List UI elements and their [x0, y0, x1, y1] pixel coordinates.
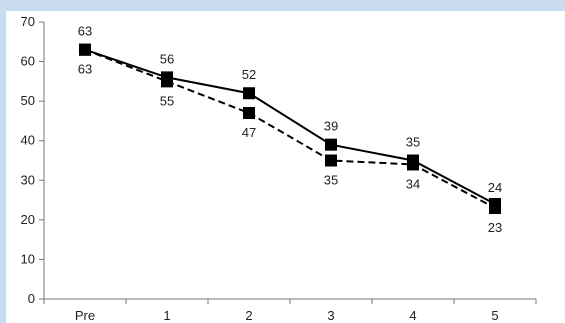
y-tick-label: 20	[21, 212, 35, 227]
series-2-marker	[161, 75, 173, 88]
series-1-data-label: 63	[78, 24, 92, 39]
y-tick-label: 60	[21, 54, 35, 69]
series-1-marker	[243, 87, 255, 100]
series-1-data-label: 56	[160, 51, 174, 66]
series-2-data-label: 63	[78, 62, 92, 77]
y-tick-label: 10	[21, 251, 35, 266]
series-layer	[79, 43, 501, 214]
x-tick-label: 3	[327, 308, 334, 323]
y-tick-label: 0	[28, 291, 35, 306]
x-tick-label: 1	[163, 308, 170, 323]
series-1-data-label: 52	[242, 67, 256, 82]
series-2-data-label: 35	[324, 173, 338, 188]
series-1-data-label: 35	[406, 135, 420, 150]
x-tick-label: Pre	[75, 308, 95, 323]
series-2-data-label: 55	[160, 93, 174, 108]
y-tick-label: 50	[21, 93, 35, 108]
series-2-data-label: 34	[406, 176, 420, 191]
series-1-data-label: 24	[488, 180, 502, 195]
series-2-marker	[325, 154, 337, 167]
chart-frame: 0 10 20 30 40 50 60 70 Pre 1 2 3 4 5 63 56 52 39 35 24 63 55…	[6, 11, 565, 323]
series-line-2	[84, 48, 496, 209]
series-2-marker	[243, 107, 255, 120]
series-2-marker	[489, 201, 501, 214]
y-tick-label: 70	[21, 14, 35, 29]
series-2-marker	[407, 158, 419, 171]
data-label-layer: 63 56 52 39 35 24 63 55 47 35 34 23	[78, 24, 502, 235]
y-tick-label: 30	[21, 172, 35, 187]
series-2-data-label: 23	[488, 220, 502, 235]
series-line-1	[84, 48, 496, 205]
x-tick-label: 2	[245, 308, 252, 323]
series-2-data-label: 47	[242, 125, 256, 140]
y-tick-label: 40	[21, 133, 35, 148]
x-tick-label: 4	[409, 308, 416, 323]
x-tick-label: 5	[491, 308, 498, 323]
series-1-data-label: 39	[324, 119, 338, 134]
series-2-marker	[79, 43, 91, 56]
series-1-marker	[325, 138, 337, 151]
